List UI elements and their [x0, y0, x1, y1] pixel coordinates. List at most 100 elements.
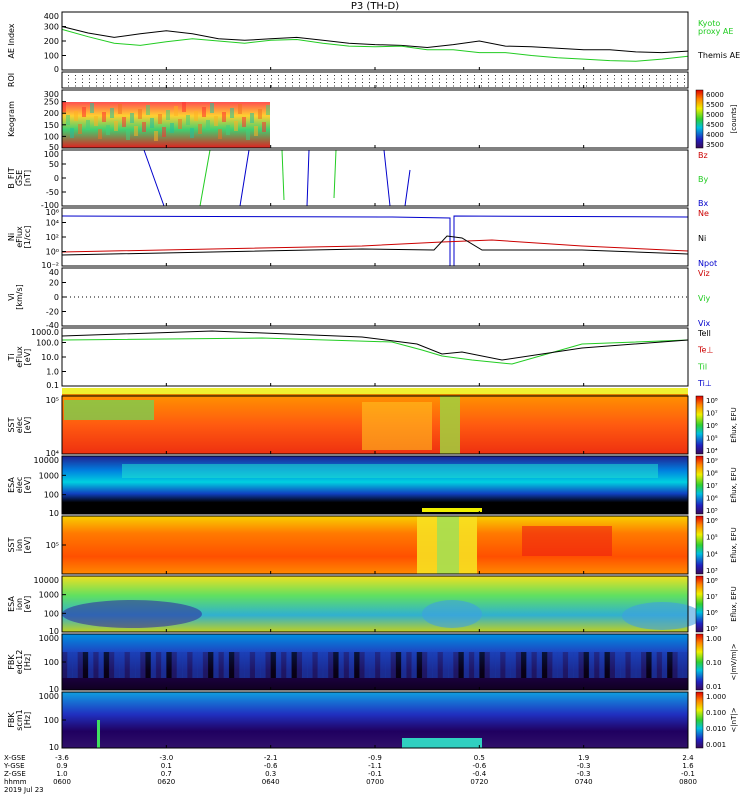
velocity-legend-entry: Vix: [698, 319, 711, 328]
roi-dot: [432, 82, 433, 83]
roi-dot: [642, 78, 643, 80]
roi-dot: [537, 75, 538, 76]
roi-dot: [166, 82, 167, 83]
roi-dot: [390, 75, 391, 76]
xaxis-value: 0720: [470, 778, 488, 786]
sst_i-ylabel: ion: [15, 539, 24, 551]
roi-dot: [334, 82, 335, 83]
roi-dot: [264, 82, 265, 83]
roi-dot: [124, 78, 125, 80]
keogram-cell: [122, 117, 126, 127]
roi-dot: [208, 82, 209, 83]
roi-dot: [579, 78, 580, 80]
keogram-cell: [142, 122, 146, 132]
roi-dot: [201, 85, 202, 87]
roi-dot: [138, 78, 139, 80]
roi-dot: [138, 82, 139, 83]
roi-dot: [614, 82, 615, 83]
density-ylabel: [1/cc]: [23, 226, 32, 249]
sst_e-ytick-label: 10⁴: [46, 449, 59, 458]
roi-dot: [215, 78, 216, 80]
roi-dot: [621, 75, 622, 76]
roi-dot: [355, 78, 356, 80]
roi-dot: [593, 85, 594, 87]
roi-dot: [614, 78, 615, 80]
roi-dot: [523, 78, 524, 80]
fbk_b-ytick-label: 100: [44, 716, 59, 725]
roi-dot: [642, 75, 643, 76]
roi-dot: [243, 75, 244, 76]
fbk-e-cell: [119, 652, 125, 678]
temperature-legend-entry: Tell: [697, 329, 711, 338]
fbk-e-cell: [93, 652, 99, 678]
roi-dot: [82, 82, 83, 83]
bfit-ytick-label: -50: [46, 188, 59, 197]
roi-dot: [418, 82, 419, 83]
roi-dot: [152, 85, 153, 87]
roi-dot: [68, 85, 69, 87]
sst_e-ylabel: elec: [15, 417, 24, 433]
fbk-e-cell: [573, 652, 579, 678]
roi-dot: [117, 78, 118, 80]
keogram-cell: [82, 107, 86, 117]
sst-i-cell: [522, 526, 612, 556]
roi-dot: [271, 82, 272, 83]
fbk-e-cell: [656, 652, 663, 678]
roi-dot: [516, 85, 517, 87]
bfit-ytick-label: 0: [54, 174, 59, 183]
fbk-e-cell: [583, 652, 590, 678]
roi-dot: [334, 85, 335, 87]
fbk-e-cell: [411, 652, 418, 678]
esa_i-ytick-label: 10000: [34, 576, 59, 585]
roi-dot: [439, 82, 440, 83]
roi-dot: [649, 75, 650, 76]
esa_e-ytick-label: 10: [49, 509, 59, 518]
fbk-e-cell: [171, 652, 178, 678]
fbk-e-cell: [88, 652, 94, 678]
roi-dot: [152, 82, 153, 83]
fbk_b-spectrogram: [62, 692, 688, 748]
xaxis-value: 0640: [262, 778, 280, 786]
roi-dot: [124, 85, 125, 87]
fbk-e-cell: [255, 652, 261, 678]
roi-dot: [96, 82, 97, 83]
fbk-e-cell: [526, 652, 532, 678]
keogram-cell: [162, 127, 166, 137]
keogram-ytick-label: 150: [44, 121, 59, 130]
roi-dot: [565, 82, 566, 83]
roi-dot: [397, 85, 398, 87]
fbk-e-cell: [578, 652, 584, 678]
esa_e-colorbar-label: Eflux, EFU: [730, 467, 738, 502]
roi-dot: [278, 78, 279, 80]
fbk-e-cell: [296, 652, 303, 678]
esa_i-ytick-label: 1000: [39, 591, 59, 600]
roi-dot: [642, 82, 643, 83]
keogram-cell: [262, 122, 266, 132]
fbk_e-colorbar-label: <|mV/m|>: [730, 643, 738, 680]
roi-dot: [334, 78, 335, 80]
roi-dot: [593, 82, 594, 83]
bfit-trace: [306, 149, 310, 207]
keogram-cell: [114, 121, 118, 131]
roi-dot: [656, 85, 657, 87]
roi-dot: [320, 75, 321, 76]
roi-dot: [271, 85, 272, 87]
fbk-e-cell: [641, 652, 647, 678]
bfit-trace: [404, 169, 411, 207]
roi-dot: [607, 85, 608, 87]
keogram-cell: [178, 119, 182, 129]
roi-dot: [600, 75, 601, 76]
roi-dot: [516, 78, 517, 80]
xaxis-value: 0.5: [474, 754, 485, 762]
roi-dot: [390, 82, 391, 83]
roi-dot: [684, 75, 685, 76]
roi-dot: [362, 75, 363, 76]
keogram-cell: [110, 108, 114, 118]
fbk-e-cell: [557, 652, 564, 678]
roi-dot: [313, 75, 314, 76]
temperature-te-par: [61, 330, 689, 361]
esa_i-colorbar-label: Eflux, EFU: [730, 586, 738, 621]
roi-dot: [75, 78, 76, 80]
roi-dot: [474, 82, 475, 83]
fbk-e-cell: [677, 652, 684, 678]
